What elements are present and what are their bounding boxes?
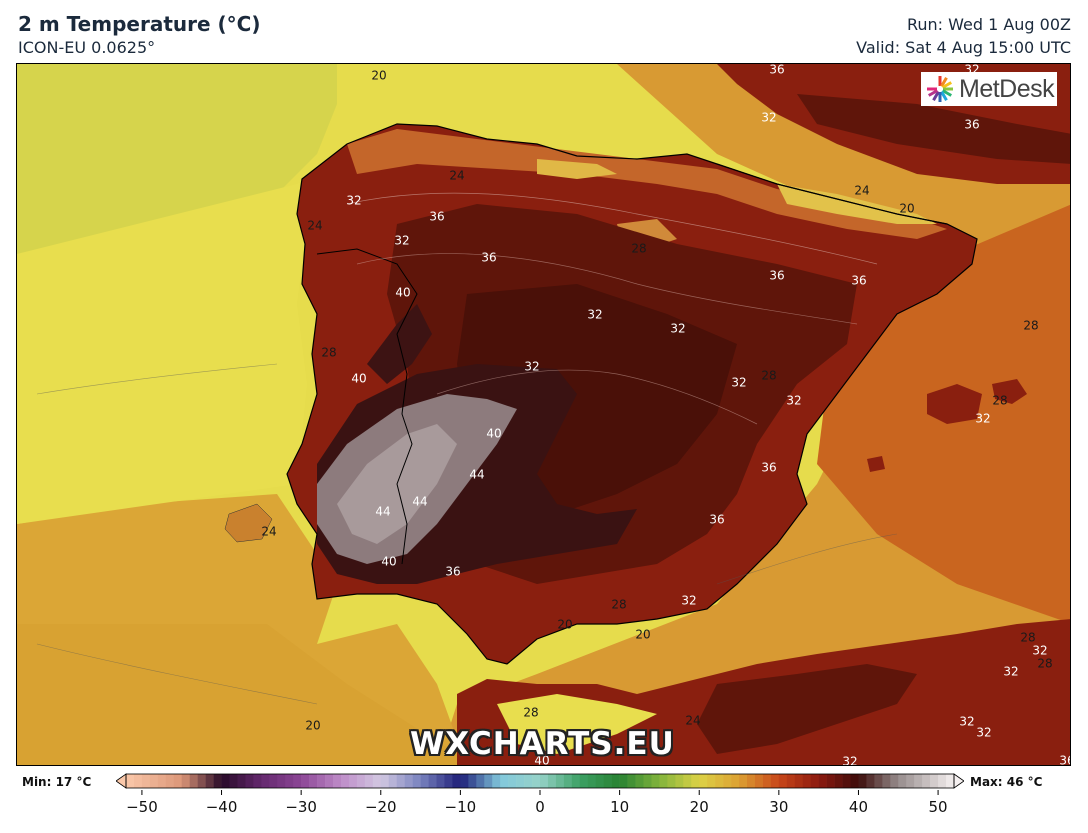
- colorbar-tick-label: −10: [445, 798, 477, 816]
- contour-label: 40: [395, 286, 410, 300]
- contour-label: 28: [321, 346, 336, 360]
- metdesk-logo[interactable]: MetDesk: [921, 72, 1057, 106]
- colorbar-tick-label: −40: [206, 798, 238, 816]
- contour-label: 32: [1003, 665, 1018, 679]
- contour-label: 24: [685, 714, 700, 728]
- contour-label: 40: [381, 555, 396, 569]
- colorbar-tick-label: 40: [849, 798, 868, 816]
- contour-label: 28: [631, 242, 646, 256]
- contour-label: 36: [769, 64, 784, 77]
- map-header: 2 m Temperature (°C) ICON-EU 0.0625° Run…: [0, 0, 1088, 62]
- colorbar-tick-label: 0: [535, 798, 545, 816]
- contour-label: 36: [445, 565, 460, 579]
- contour-label: 40: [351, 372, 366, 386]
- contour-label: 28: [523, 706, 538, 720]
- contour-label: 28: [761, 369, 776, 383]
- metdesk-logo-text: MetDesk: [959, 74, 1055, 103]
- colorbar-tick-label: −50: [126, 798, 158, 816]
- colorbar-ticks: −50 −40 −30 −20 −10 0 10 20 30 40 50: [126, 790, 948, 816]
- contour-label: 24: [307, 219, 322, 233]
- contour-label: 32: [842, 755, 857, 767]
- contour-label: 32: [587, 308, 602, 322]
- metdesk-logo-icon: [927, 76, 953, 102]
- contour-label: 28: [611, 598, 626, 612]
- contour-label: 32: [761, 111, 776, 125]
- contour-label: 36: [851, 274, 866, 288]
- contour-label: 32: [976, 726, 991, 740]
- model-name: ICON-EU 0.0625°: [18, 38, 156, 57]
- colorbar-tick-label: −30: [285, 798, 317, 816]
- colorbar-tick-label: −20: [365, 798, 397, 816]
- contour-label: 32: [346, 194, 361, 208]
- max-temperature: Max: 46 °C: [970, 775, 1043, 789]
- wxcharts-watermark: WXCHARTS.EU: [410, 726, 675, 762]
- contour-label: 28: [992, 394, 1007, 408]
- contour-label: 44: [412, 495, 427, 509]
- contour-label: 28: [1023, 319, 1038, 333]
- contour-label: 32: [681, 594, 696, 608]
- contour-label: 44: [375, 505, 390, 519]
- contour-label: 40: [486, 427, 501, 441]
- contour-label: 36: [964, 118, 979, 132]
- contour-label: 24: [854, 184, 869, 198]
- contour-label: 20: [371, 69, 386, 83]
- contour-label: 44: [469, 468, 484, 482]
- contour-label: 40: [534, 754, 549, 767]
- contour-label: 36: [761, 461, 776, 475]
- run-time: Run: Wed 1 Aug 00Z: [906, 15, 1071, 34]
- map-title: 2 m Temperature (°C): [18, 12, 261, 36]
- contour-label: 36: [709, 513, 724, 527]
- colorbar: [116, 773, 964, 789]
- contour-label: 32: [670, 322, 685, 336]
- contour-label: 28: [1020, 631, 1035, 645]
- contour-label: 20: [899, 202, 914, 216]
- contour-label: 36: [1059, 754, 1071, 767]
- colorbar-tick-label: 20: [690, 798, 709, 816]
- contour-label: 32: [1032, 644, 1047, 658]
- contour-label: 20: [635, 628, 650, 642]
- contour-label: 32: [394, 234, 409, 248]
- contour-label: 24: [449, 169, 464, 183]
- contour-label: 20: [557, 618, 572, 632]
- valid-time: Valid: Sat 4 Aug 15:00 UTC: [856, 38, 1071, 57]
- temperature-map[interactable]: 20 36 32 32 36 24 32 36 24 20 24 32 28 36 36 36 40 32 32 28…: [16, 63, 1071, 766]
- contour-label: 24: [261, 525, 276, 539]
- contour-label: 32: [959, 715, 974, 729]
- color-legend: Min: 17 °C −50 −40 −30 −20 −10 0 10 20 30 40 50 Ma…: [0, 766, 1088, 833]
- min-temperature: Min: 17 °C: [22, 775, 92, 789]
- contour-label: 32: [786, 394, 801, 408]
- contour-label: 32: [731, 376, 746, 390]
- contour-label: 36: [429, 210, 444, 224]
- contour-label: 32: [975, 412, 990, 426]
- contour-label: 28: [1037, 657, 1052, 671]
- contour-label: 36: [769, 269, 784, 283]
- colorbar-tick-label: 10: [610, 798, 629, 816]
- colorbar-tick-label: 50: [929, 798, 948, 816]
- contour-label: 36: [481, 251, 496, 265]
- colorbar-tick-label: 30: [769, 798, 788, 816]
- contour-label: 20: [305, 719, 320, 733]
- contour-label: 32: [524, 360, 539, 374]
